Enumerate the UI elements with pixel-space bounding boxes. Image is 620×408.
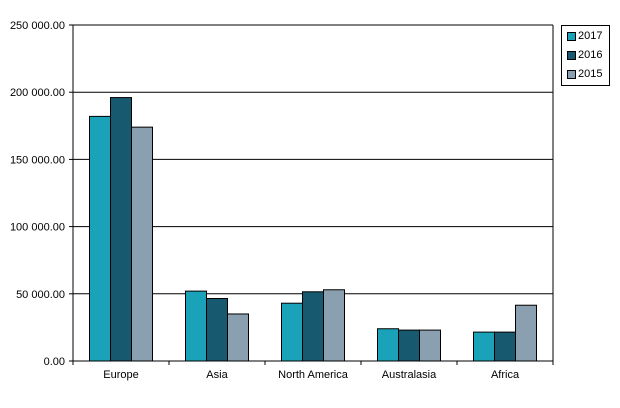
x-tick-label: Asia: [206, 369, 228, 381]
bar-africa-2015: [515, 304, 537, 362]
legend-item-2015: 2015: [567, 67, 611, 81]
bar-australasia-2016: [398, 329, 420, 362]
y-tick-label: 100 000.00: [10, 222, 65, 234]
y-tick-label: 200 000.00: [10, 87, 65, 99]
bar-north-america-2015: [323, 289, 345, 362]
bar-australasia-2015: [419, 329, 441, 362]
legend-item-2016: 2016: [567, 48, 611, 62]
bar-australasia-2017: [377, 328, 399, 362]
y-tick-label: 50 000.00: [16, 289, 65, 301]
bar-africa-2017: [473, 331, 495, 362]
bar-asia-2016: [206, 298, 228, 362]
bar-north-america-2017: [281, 302, 303, 362]
legend-label-2017: 2017: [578, 30, 603, 42]
x-tick-label: Africa: [491, 369, 520, 381]
y-tick-label: 250 000.00: [10, 20, 65, 32]
legend-swatch-2015: [567, 70, 576, 79]
x-tick-label: Europe: [103, 369, 138, 381]
bar-asia-2017: [185, 290, 207, 362]
bar-africa-2016: [494, 331, 516, 362]
bar-asia-2015: [227, 313, 249, 362]
legend-label-2016: 2016: [578, 49, 603, 61]
y-tick-label: 0.00: [44, 356, 65, 368]
bar-europe-2017: [89, 115, 111, 362]
x-tick-label: Australasia: [382, 369, 437, 381]
legend-label-2015: 2015: [578, 68, 603, 80]
y-tick-label: 150 000.00: [10, 154, 65, 166]
legend-item-2017: 2017: [567, 29, 611, 43]
legend-swatch-2017: [567, 32, 576, 41]
x-tick-label: North America: [278, 369, 349, 381]
bar-north-america-2016: [302, 291, 324, 362]
legend-swatch-2016: [567, 51, 576, 60]
bar-europe-2015: [131, 126, 153, 362]
bar-europe-2016: [110, 97, 132, 362]
legend: 2017 2016 2015: [561, 25, 610, 86]
